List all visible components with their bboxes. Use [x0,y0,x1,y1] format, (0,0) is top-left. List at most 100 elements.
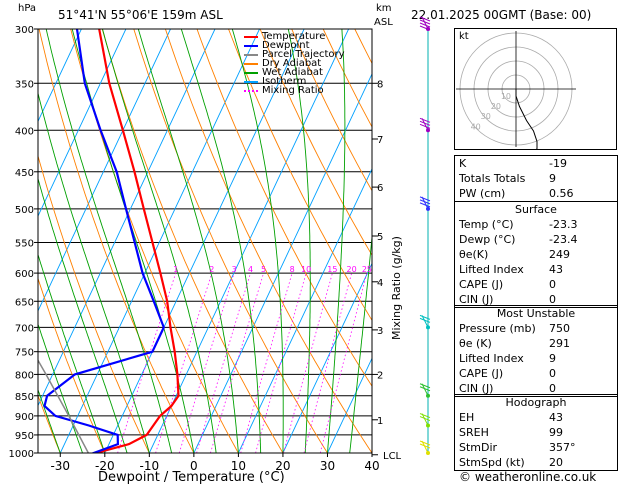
legend-label: Dry Adiabat [262,58,322,69]
pressure-tick-label: 500 [15,205,34,216]
isotherm [38,29,127,218]
mixing-ratio-label: 2 [209,265,214,274]
index-name: CAPE (J) [459,278,504,291]
index-name: Pressure (mb) [459,322,536,335]
index-value: 9 [549,172,556,185]
mixing-ratio-label: 25 [362,265,372,274]
legend-label: Parcel Trajectory [262,49,345,60]
dry-adiabat [38,394,61,453]
pressure-tick-label: 700 [15,323,34,334]
isotherm [38,29,216,407]
wind-barb [419,383,431,398]
mixing-ratio-line [196,272,251,453]
mixing-ratio-label: 20 [347,265,357,274]
index-name: K [459,157,467,170]
dry-adiabat [228,29,372,322]
legend-swatch [244,81,258,83]
temp-tick-label: 10 [231,459,246,473]
legend-label: Mixing Ratio [262,85,324,96]
index-value: 291 [549,337,570,350]
index-value: 99 [549,426,563,439]
km-tick-label: 6 [377,183,383,194]
index-name: Lifted Index [459,263,524,276]
most-unstable-table: Most Unstable Pressure (mb) 750 θe (K) 291 L… [454,305,618,397]
index-name: Dewp (°C) [459,233,516,246]
wet-adiabat [349,233,372,453]
legend-swatch [244,54,258,56]
wet-adiabat [38,253,106,453]
index-value: 43 [549,263,563,276]
index-row: K -19 [455,156,617,171]
temp-tick-label: -10 [140,459,160,473]
wind-barb [419,117,431,133]
plot-frame [37,28,373,454]
temp-tick-label: -30 [50,459,70,473]
surface-table: Surface Temp (°C) -23.3 Dewp (°C) -23.4 θe(K… [454,201,618,308]
dry-adiabat [291,29,372,192]
dry-adiabat [38,277,106,453]
legend-label: Wet Adiabat [262,67,323,78]
km-tick-label: 3 [377,326,383,337]
legend-swatch [244,45,258,47]
dry-adiabat [38,29,195,453]
index-value: 0 [549,293,556,306]
mixing-ratio-line [303,272,352,453]
hodograph-indices-table: Hodograph EH 43 SREH 99 StmDir 357° StmSpd (kt… [454,394,618,471]
pressure-tick-label: 650 [15,297,34,308]
km-tick-label: 1 [377,416,383,427]
hodograph-ring-label: 30 [481,112,491,121]
wet-adiabat [231,29,284,453]
legend-swatch [244,72,258,74]
dry-adiabat [133,29,328,453]
mixing-ratio-label: 8 [290,265,295,274]
index-name: StmDir [459,441,498,454]
series-parcel-trajectory [38,358,90,453]
index-value: -23.4 [549,233,578,246]
most-unstable-title: Most Unstable [496,307,576,320]
temp-tick-label: 40 [364,459,379,473]
wind-barb [419,196,431,211]
pressure-tick-label: 400 [15,126,34,137]
index-value: 9 [549,352,556,365]
wind-barb [419,16,431,31]
km-tick-label: 7 [377,135,383,146]
index-row: θe (K) 291 [455,336,617,351]
copyright-label: © weatheronline.co.uk [459,470,597,484]
isotherm [237,167,372,453]
dry-adiabat [259,29,372,257]
index-name: Totals Totals [459,172,526,185]
dry-adiabat [38,154,150,453]
km-tick-label: LCL [383,451,402,462]
indices-top-table: K -19 Totals Totals 9 PW (cm) 0.56 [454,155,618,202]
temp-tick-label: 0 [190,459,198,473]
isotherm [148,29,350,453]
hodograph-ring-label: 10 [501,92,511,101]
km-tick-label: 2 [377,370,383,381]
wet-adiabat [38,322,83,453]
mixing-ratio-axis-label: Mixing Ratio (g/kg) [390,236,403,340]
series-dewpoint [43,29,165,453]
index-value: 0 [549,382,556,395]
isotherm [38,29,82,123]
index-row: θe(K) 249 [455,247,617,262]
wet-adiabat [180,29,262,453]
index-value: 357° [549,441,576,454]
index-row: Dewp (°C) -23.4 [455,232,617,247]
mixing-ratio-label: 1 [173,265,178,274]
index-row: PW (cm) 0.56 [455,186,617,201]
index-value: -19 [549,157,567,170]
mixing-ratio-line [240,272,293,453]
hodograph-trace [515,89,538,150]
pressure-tick-label: 300 [15,25,34,36]
km-tick-label: 8 [377,79,383,90]
wet-adiabat [45,29,173,453]
legend-label: Temperature [262,31,326,42]
index-name: CIN (J) [459,293,494,306]
index-name: CIN (J) [459,382,494,395]
legend-label: Isotherm [262,76,307,87]
temp-tick-label: 20 [275,459,290,473]
wet-adiabat [102,29,217,453]
mixing-ratio-label: 4 [248,265,253,274]
dry-adiabat [101,29,284,453]
isotherm [282,262,372,453]
